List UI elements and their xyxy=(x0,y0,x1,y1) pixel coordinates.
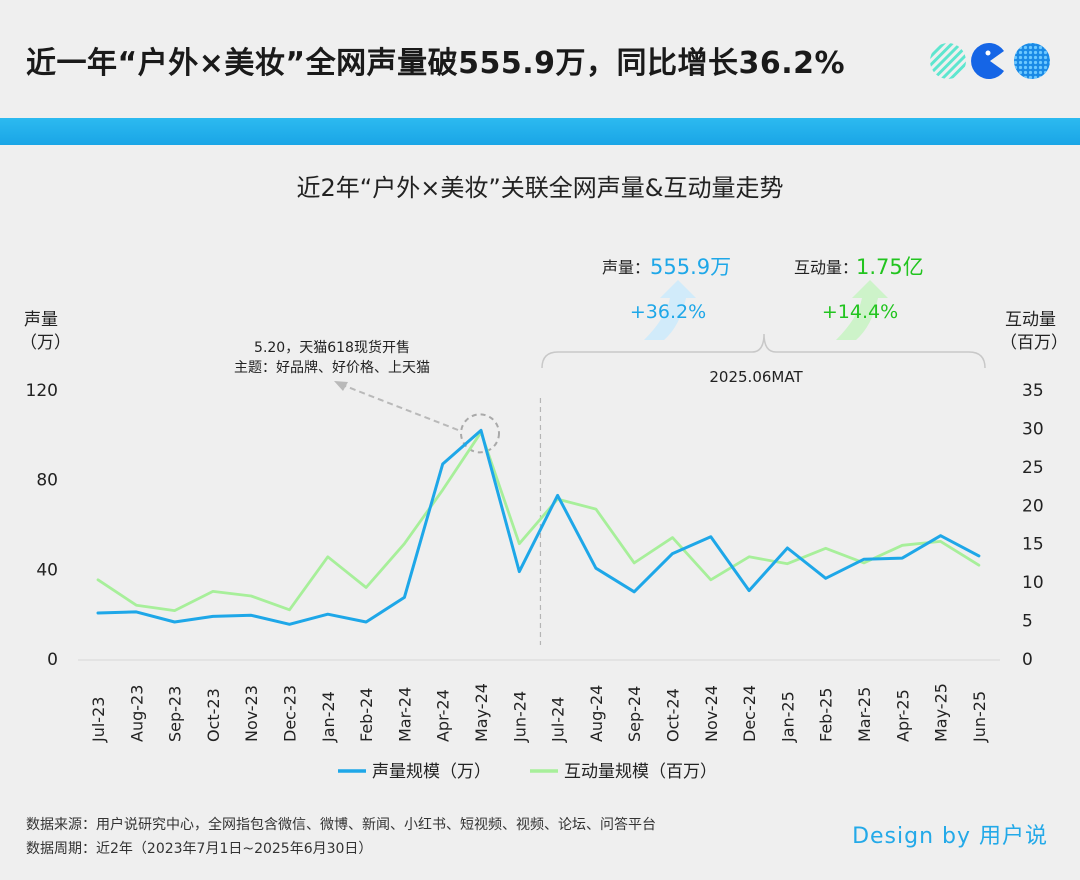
right-tick-label: 5 xyxy=(1022,612,1033,632)
left-tick-label: 80 xyxy=(36,471,58,491)
kpi-label: 互动量： xyxy=(794,258,858,277)
chart-title: 近2年“户外×美妆”关联全网声量&互动量走势 xyxy=(296,174,784,202)
mat-bracket-label: 2025.06MAT xyxy=(709,368,803,386)
interaction-series-line xyxy=(96,430,981,612)
left-tick-label: 120 xyxy=(26,381,58,401)
growth-arrow-icon xyxy=(836,280,888,340)
data-period-note: 数据周期：近2年（2023年7月1日~2025年6月30日） xyxy=(26,841,373,857)
x-tick-label: Feb-24 xyxy=(357,688,376,742)
annotation-arrowhead-icon xyxy=(334,381,348,391)
right-axis-unit: （百万） xyxy=(1000,333,1068,353)
legend-label: 互动量规模（百万） xyxy=(564,762,717,782)
x-tick-label: Dec-23 xyxy=(281,685,300,742)
x-tick-label: May-24 xyxy=(472,683,491,742)
x-tick-label: Nov-24 xyxy=(702,685,721,742)
x-tick-label: Mar-25 xyxy=(855,687,874,742)
x-tick-label: Jan-24 xyxy=(319,691,338,743)
legend-label: 声量规模（万） xyxy=(372,762,491,782)
x-tick-label: Apr-24 xyxy=(434,689,453,742)
x-tick-label: Mar-24 xyxy=(395,687,414,742)
line-chart: 声量 （万） 互动量 （百万） 0 40 80 120 0 5 10 15 20 25 30 35 Jul-23… xyxy=(20,255,1068,782)
left-tick-label: 40 xyxy=(36,560,58,580)
right-tick-label: 30 xyxy=(1022,419,1044,439)
left-tick-label: 0 xyxy=(47,650,58,670)
x-tick-label: Feb-25 xyxy=(817,688,836,742)
kpi-growth: +14.4% xyxy=(822,301,898,323)
kpi-value: 1.75亿 xyxy=(856,255,924,279)
left-axis-title: 声量 xyxy=(24,310,58,330)
right-tick-label: 25 xyxy=(1022,458,1044,478)
x-tick-label: Oct-23 xyxy=(204,688,223,742)
x-tick-label: Jul-24 xyxy=(549,697,568,743)
x-tick-label: Oct-24 xyxy=(664,688,683,742)
annotation-line1: 5.20，天猫618现货开售 xyxy=(254,339,410,356)
page-title: 近一年“户外×美妆”全网声量破555.9万，同比增长36.2% xyxy=(26,46,846,81)
right-axis-title: 互动量 xyxy=(1005,310,1056,330)
data-source-note: 数据来源：用户说研究中心，全网指包含微信、微博、新闻、小红书、短视频、视频、论坛… xyxy=(26,817,656,833)
kpi-value: 555.9万 xyxy=(650,255,731,279)
x-tick-label: Sep-24 xyxy=(625,686,644,742)
right-tick-label: 35 xyxy=(1022,381,1044,401)
stripe-circle-icon xyxy=(930,43,966,79)
growth-arrow-icon xyxy=(644,280,696,340)
annotation-line2: 主题：好品牌、好价格、上天猫 xyxy=(234,359,430,376)
x-tick-label: Nov-23 xyxy=(242,685,261,742)
x-tick-label: Jun-24 xyxy=(510,691,529,743)
annotation-highlight-circle xyxy=(460,413,500,454)
right-tick-label: 20 xyxy=(1022,496,1044,516)
x-tick-label: Aug-24 xyxy=(587,685,606,742)
brand-logo xyxy=(930,43,1050,79)
volume-series-line xyxy=(96,428,981,626)
x-tick-label: Jan-25 xyxy=(778,691,797,743)
x-tick-label: Jul-23 xyxy=(89,697,108,743)
x-tick-label: May-25 xyxy=(932,683,951,742)
x-tick-label: Sep-23 xyxy=(166,686,185,742)
right-tick-label: 15 xyxy=(1022,535,1044,555)
kpi-label: 声量： xyxy=(602,258,650,277)
x-tick-label: Aug-23 xyxy=(127,685,146,742)
annotation-arrow-line xyxy=(339,383,459,431)
pacman-icon xyxy=(971,43,1004,79)
mat-bracket xyxy=(541,333,986,369)
x-tick-label: Dec-24 xyxy=(740,685,759,742)
brand-signature: Design by 用户说 xyxy=(852,824,1048,849)
left-axis-unit: （万） xyxy=(20,333,71,353)
right-tick-label: 0 xyxy=(1022,650,1033,670)
kpi-growth: +36.2% xyxy=(630,301,706,323)
header-band xyxy=(0,118,1080,145)
x-tick-label: Apr-25 xyxy=(893,689,912,742)
x-tick-label: Jun-25 xyxy=(970,691,989,743)
right-tick-label: 10 xyxy=(1022,573,1044,593)
